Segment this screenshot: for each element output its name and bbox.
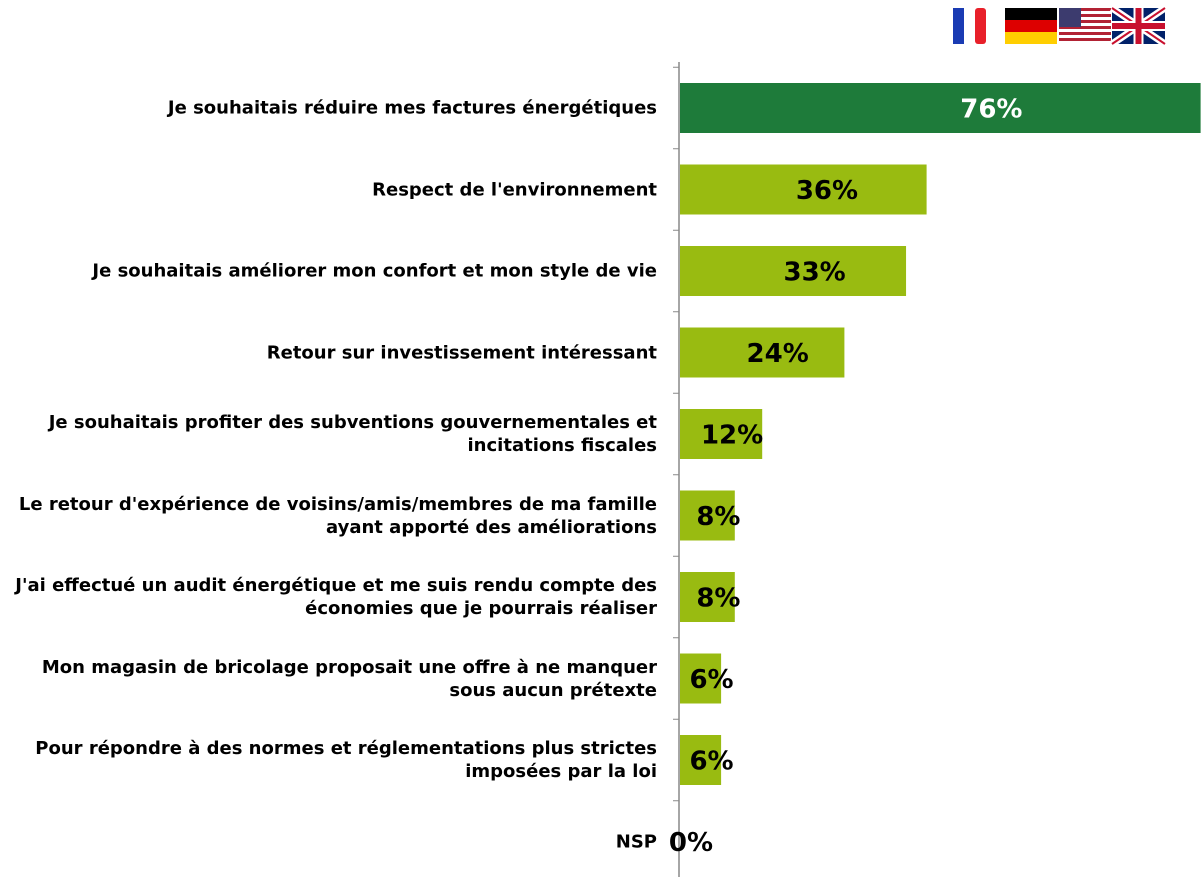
- bar: [680, 653, 722, 704]
- value-label: 6%: [689, 665, 733, 695]
- bar: [680, 409, 763, 459]
- value-label: 0%: [669, 828, 713, 858]
- bar: [680, 246, 907, 296]
- category-label: J'ai effectué un audit énergétique et me…: [15, 575, 657, 619]
- bar: [680, 735, 722, 785]
- category-label: Le retour d'expérience de voisins/amis/m…: [18, 493, 657, 538]
- value-label: 24%: [747, 339, 809, 369]
- value-label: 12%: [701, 421, 763, 451]
- value-label: 76%: [960, 95, 1022, 125]
- bar: [680, 327, 845, 378]
- value-label: 36%: [796, 176, 858, 206]
- value-label: 8%: [696, 584, 740, 614]
- bar: [680, 83, 1201, 133]
- flags: [953, 5, 1167, 47]
- category-label: Pour répondre à des normes et réglementa…: [35, 738, 657, 782]
- category-label: Retour sur investissement intéressant: [266, 342, 657, 363]
- category-label: Respect de l'environnement: [372, 179, 657, 200]
- value-label: 8%: [696, 502, 740, 532]
- bar: [680, 164, 927, 215]
- bar: [680, 490, 735, 541]
- value-label: 6%: [689, 747, 733, 777]
- category-label: NSP: [615, 831, 657, 852]
- bar: [680, 572, 735, 622]
- category-label: Je souhaitais profiter des subventions g…: [48, 412, 657, 456]
- category-label: Je souhaitais réduire mes factures énerg…: [167, 97, 657, 119]
- category-label: Je souhaitais améliorer mon confort et m…: [92, 260, 657, 282]
- category-label: Mon magasin de bricolage proposait une o…: [41, 656, 657, 701]
- value-label: 33%: [784, 258, 846, 288]
